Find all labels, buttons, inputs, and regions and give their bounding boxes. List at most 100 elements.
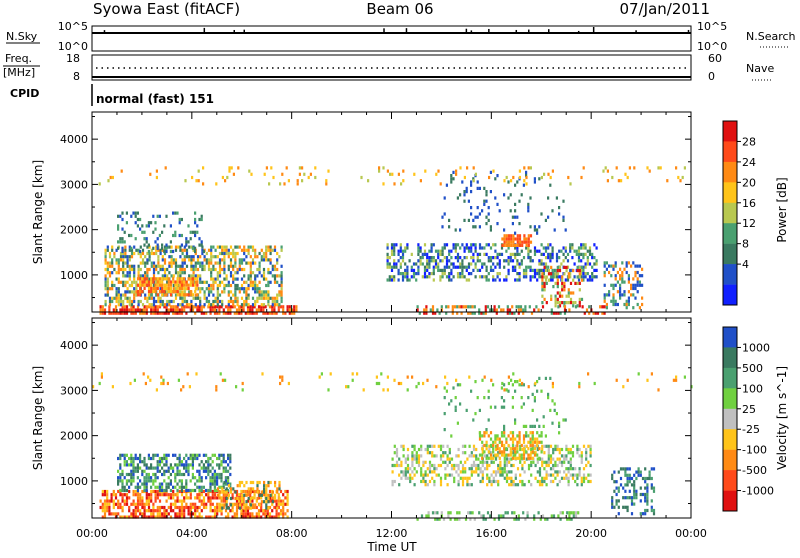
velocity-cell (145, 493, 148, 497)
power-cell (139, 293, 142, 297)
power-cell (485, 190, 488, 194)
power-cell (238, 245, 241, 249)
power-cell (503, 228, 506, 232)
power-cell (543, 265, 546, 269)
power-cell (675, 166, 678, 170)
power-cell (541, 272, 544, 276)
velocity-cell (448, 451, 451, 455)
power-cell (125, 221, 128, 225)
velocity-cell (229, 509, 232, 513)
power-cell (558, 256, 561, 260)
power-cell (256, 299, 259, 304)
velocity-cell (101, 515, 104, 519)
power-cell (529, 166, 532, 170)
velocity-cell (213, 488, 216, 493)
velocity-cell (522, 402, 525, 406)
power-cell (478, 311, 481, 315)
velocity-cell (145, 479, 148, 483)
power-cell (152, 303, 156, 307)
velocity-cell (103, 512, 107, 516)
power-cell (191, 283, 195, 287)
power-cell (460, 311, 463, 315)
velocity-cell (503, 424, 506, 428)
velocity-cell (446, 454, 449, 458)
velocity-cell (165, 509, 168, 513)
power-cell (262, 308, 265, 312)
power-cell (470, 262, 473, 266)
velocity-cell (200, 502, 203, 506)
power-cell (240, 287, 244, 291)
power-cell (540, 243, 543, 247)
velocity-cell (433, 454, 436, 458)
velocity-cell (527, 479, 531, 484)
power-cell (207, 264, 211, 268)
velocity-cell (448, 460, 451, 464)
power-cell (188, 245, 191, 249)
velocity-cell (211, 479, 214, 483)
velocity-cell (391, 463, 394, 468)
power-cell (133, 296, 136, 300)
velocity-cell (639, 492, 642, 497)
power-cell (245, 280, 248, 284)
velocity-cell (251, 515, 254, 519)
power-cell (190, 245, 193, 249)
power-cell (227, 308, 230, 312)
power-cell (419, 262, 422, 266)
power-cell (124, 251, 127, 256)
velocity-cell (205, 488, 208, 493)
velocity-cell (499, 463, 502, 468)
power-cell (612, 293, 615, 297)
power-cell (236, 283, 239, 288)
power-cell (232, 299, 235, 304)
power-cell (641, 283, 644, 287)
power-ytick-label: 1000 (60, 269, 88, 282)
velocity-cell (132, 515, 135, 519)
velocity-cell (121, 499, 124, 503)
power-cell (552, 275, 555, 279)
power-cell (154, 311, 157, 315)
power-cell (101, 308, 104, 312)
power-cell (543, 275, 546, 279)
velocity-cell (566, 517, 569, 521)
velocity-cell (395, 451, 399, 455)
power-cell (166, 274, 169, 278)
power-cell (430, 249, 433, 253)
velocity-cell (652, 512, 656, 516)
power-cell (605, 302, 608, 307)
velocity-cell (498, 450, 501, 454)
velocity-cell (143, 512, 146, 516)
power-cell (236, 251, 239, 256)
power-cell (551, 209, 554, 213)
power-cell (489, 268, 493, 272)
velocity-cell (202, 502, 206, 506)
power-cell (555, 252, 559, 256)
velocity-cell (211, 482, 214, 486)
velocity-cell (470, 483, 473, 487)
power-cell (283, 182, 286, 186)
power-cell (465, 243, 468, 247)
velocity-cell (143, 463, 146, 467)
velocity-cell (439, 483, 443, 487)
velocity-cell (536, 431, 539, 435)
power-cell (478, 252, 482, 256)
power-cell (593, 243, 596, 247)
power-cell (583, 311, 586, 315)
power-cell (417, 246, 420, 250)
power-cell (507, 234, 511, 238)
velocity-cell (543, 451, 546, 455)
power-cell (236, 245, 239, 249)
power-cell (547, 265, 550, 269)
power-cell (578, 297, 581, 301)
velocity-cell (470, 467, 473, 471)
velocity-cell (130, 469, 133, 473)
velocity-cell (411, 476, 414, 480)
power-cell (470, 206, 473, 210)
velocity-cell (633, 489, 636, 493)
velocity-cell (496, 453, 499, 457)
power-cell (210, 248, 213, 252)
power-cell (567, 272, 570, 276)
velocity-cell (229, 460, 232, 464)
velocity-cell (525, 434, 528, 438)
velocity-cell (485, 447, 488, 451)
velocity-cell (617, 499, 620, 503)
